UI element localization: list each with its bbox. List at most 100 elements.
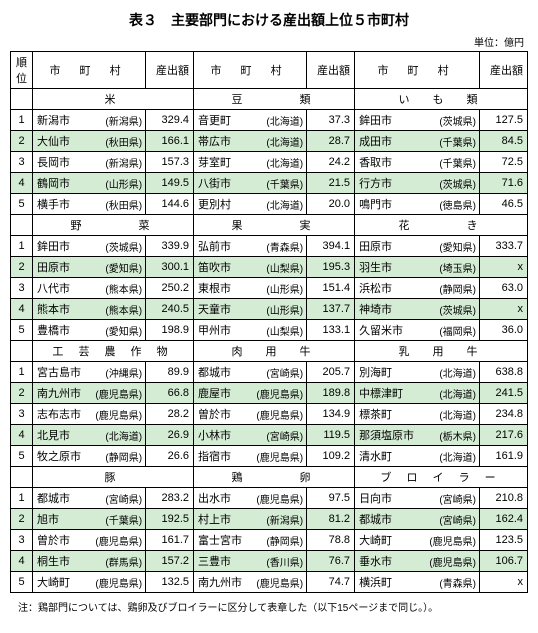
- pref-cell: (鹿児島県): [422, 530, 479, 551]
- value-header-2: 産出額: [307, 52, 355, 89]
- pref-cell: (栃木県): [422, 425, 479, 446]
- value-cell: 28.7: [307, 131, 355, 152]
- citypref-header-3: 市 町 村: [355, 52, 480, 89]
- pref-cell: (香川県): [249, 551, 306, 572]
- city-cell: 曽於市: [33, 530, 89, 551]
- pref-cell: (千葉県): [422, 152, 479, 173]
- city-cell: 田原市: [355, 236, 422, 257]
- city-cell: 香取市: [355, 152, 422, 173]
- rank-cell: 1: [11, 488, 33, 509]
- city-cell: 横手市: [33, 194, 89, 215]
- city-cell: 田原市: [33, 257, 89, 278]
- category-name: 乳 用 牛: [355, 341, 528, 362]
- city-cell: 八代市: [33, 278, 89, 299]
- city-cell: 芽室町: [194, 152, 250, 173]
- data-row: 4北見市(北海道)26.9小林市(宮崎県)119.5那須塩原市(栃木県)217.…: [11, 425, 528, 446]
- pref-cell: (静岡県): [88, 446, 145, 467]
- value-cell: 84.5: [480, 131, 528, 152]
- category-header-row: 米豆 類い も 類: [11, 89, 528, 110]
- city-cell: 指宿市: [194, 446, 250, 467]
- pref-cell: (茨城県): [422, 173, 479, 194]
- category-header-row: 野 菜果 実花 き: [11, 215, 528, 236]
- pref-cell: (宮崎県): [422, 488, 479, 509]
- pref-cell: (群馬県): [88, 551, 145, 572]
- rank-cell: 2: [11, 509, 33, 530]
- category-name: ブ ロ イ ラ ー: [355, 467, 528, 488]
- pref-cell: (宮崎県): [88, 488, 145, 509]
- pref-cell: (北海道): [422, 362, 479, 383]
- city-cell: 都城市: [194, 362, 250, 383]
- city-cell: 標茶町: [355, 404, 422, 425]
- value-cell: x: [480, 257, 528, 278]
- category-name: 鶏 卵: [194, 467, 355, 488]
- data-row: 3八代市(熊本県)250.2東根市(山形県)151.4浜松市(静岡県)63.0: [11, 278, 528, 299]
- value-cell: x: [480, 299, 528, 320]
- rank-cell: 3: [11, 530, 33, 551]
- category-name: 花 き: [355, 215, 528, 236]
- main-table: 順位 市 町 村 産出額 市 町 村 産出額 市 町 村 産出額 米豆 類い も…: [10, 51, 528, 593]
- data-row: 5牧之原市(静岡県)26.6指宿市(鹿児島県)109.2清水町(北海道)161.…: [11, 446, 528, 467]
- rank-cell: 4: [11, 173, 33, 194]
- rank-cell: 5: [11, 194, 33, 215]
- value-cell: 189.8: [307, 383, 355, 404]
- value-cell: 81.2: [307, 509, 355, 530]
- pref-cell: (鹿児島県): [88, 404, 145, 425]
- city-cell: 小林市: [194, 425, 250, 446]
- city-cell: 大崎町: [355, 530, 422, 551]
- data-row: 4熊本市(熊本県)240.5天童市(山形県)137.7神埼市(茨城県)x: [11, 299, 528, 320]
- pref-cell: (福岡県): [422, 320, 479, 341]
- city-cell: 笛吹市: [194, 257, 250, 278]
- pref-cell: (鹿児島県): [249, 383, 306, 404]
- city-cell: 鹿屋市: [194, 383, 250, 404]
- pref-cell: (千葉県): [249, 173, 306, 194]
- value-cell: 119.5: [307, 425, 355, 446]
- city-cell: 新潟市: [33, 110, 89, 131]
- pref-cell: (山形県): [88, 173, 145, 194]
- rank-cell: 4: [11, 299, 33, 320]
- value-cell: 394.1: [307, 236, 355, 257]
- rank-cell-empty: [11, 341, 33, 362]
- value-cell: 144.6: [146, 194, 194, 215]
- city-cell: 天童市: [194, 299, 250, 320]
- table-title: 表３ 主要部門における産出額上位５市町村: [10, 10, 528, 30]
- city-cell: 旭市: [33, 509, 89, 530]
- pref-cell: (静岡県): [422, 278, 479, 299]
- data-row: 1新潟市(新潟県)329.4音更町(北海道)37.3鉾田市(茨城県)127.5: [11, 110, 528, 131]
- value-cell: 89.9: [146, 362, 194, 383]
- rank-cell: 1: [11, 236, 33, 257]
- city-cell: 熊本市: [33, 299, 89, 320]
- rank-cell: 2: [11, 257, 33, 278]
- rank-header: 順位: [11, 52, 33, 89]
- category-header-row: 豚鶏 卵ブ ロ イ ラ ー: [11, 467, 528, 488]
- city-cell: 鶴岡市: [33, 173, 89, 194]
- pref-cell: (静岡県): [249, 530, 306, 551]
- city-cell: 帯広市: [194, 131, 250, 152]
- city-cell: 大崎町: [33, 572, 89, 593]
- city-cell: 弘前市: [194, 236, 250, 257]
- value-cell: 21.5: [307, 173, 355, 194]
- pref-cell: (新潟県): [88, 152, 145, 173]
- data-row: 2旭市(千葉県)192.5村上市(新潟県)81.2都城市(宮崎県)162.4: [11, 509, 528, 530]
- value-cell: 132.5: [146, 572, 194, 593]
- category-name: 果 実: [194, 215, 355, 236]
- value-cell: 283.2: [146, 488, 194, 509]
- value-cell: 234.8: [480, 404, 528, 425]
- header-row: 順位 市 町 村 産出額 市 町 村 産出額 市 町 村 産出額: [11, 52, 528, 89]
- pref-cell: (茨城県): [422, 110, 479, 131]
- pref-cell: (青森県): [422, 572, 479, 593]
- pref-cell: (山形県): [249, 278, 306, 299]
- value-cell: 329.4: [146, 110, 194, 131]
- city-cell: 久留米市: [355, 320, 422, 341]
- value-cell: 250.2: [146, 278, 194, 299]
- data-row: 1鉾田市(茨城県)339.9弘前市(青森県)394.1田原市(愛知県)333.7: [11, 236, 528, 257]
- citypref-header-1: 市 町 村: [33, 52, 146, 89]
- pref-cell: (青森県): [249, 236, 306, 257]
- city-cell: 八街市: [194, 173, 250, 194]
- pref-cell: (北海道): [249, 194, 306, 215]
- value-cell: 192.5: [146, 509, 194, 530]
- value-cell: 78.8: [307, 530, 355, 551]
- city-cell: 豊橋市: [33, 320, 89, 341]
- rank-cell-empty: [11, 215, 33, 236]
- city-cell: 志布志市: [33, 404, 89, 425]
- value-cell: 46.5: [480, 194, 528, 215]
